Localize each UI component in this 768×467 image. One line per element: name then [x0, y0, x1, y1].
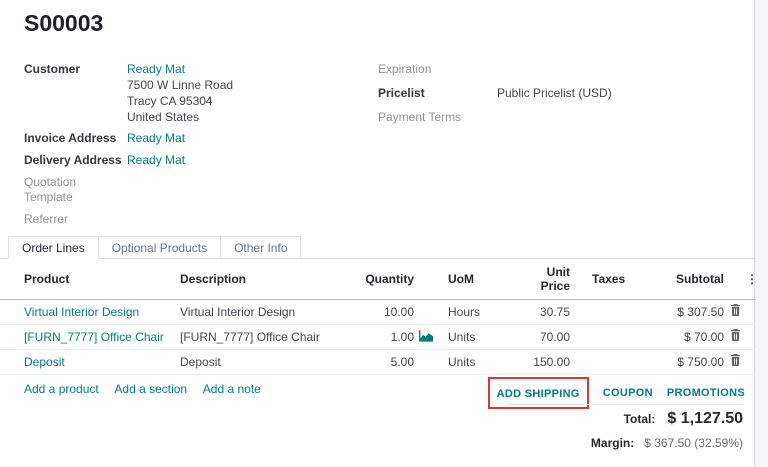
taxes-cell[interactable] [570, 349, 666, 375]
customer-label: Customer [24, 62, 81, 76]
pricelist-label: Pricelist [378, 86, 425, 100]
customer-address-line: United States [127, 110, 200, 124]
subtotal-cell: $ 70.00 [666, 324, 724, 350]
tab-other-info[interactable]: Other Info [220, 236, 302, 258]
add-a-note-link[interactable]: Add a note [202, 382, 261, 396]
add-a-product-link[interactable]: Add a product [24, 382, 99, 396]
optional-columns-icon[interactable]: ⋮ [746, 272, 758, 286]
field-pricelist: Pricelist Public Pricelist (USD) [378, 86, 742, 101]
field-delivery-address: Delivery Address Ready Mat [24, 153, 359, 168]
notebook-tabs: Order Lines Optional Products Other Info [0, 236, 756, 259]
product-cell[interactable]: Deposit [0, 349, 178, 375]
description-cell[interactable]: Deposit [178, 349, 358, 375]
table-row: Deposit Deposit 5.00 Units 150.00 $ 750.… [0, 349, 756, 375]
coupon-button[interactable]: COUPON [602, 387, 653, 399]
unit-price-cell[interactable]: 150.00 [518, 349, 570, 375]
invoice-address-label: Invoice Address [24, 131, 117, 145]
forecast-cell [414, 324, 434, 350]
total-value: $ 1,127.50 [667, 410, 743, 427]
tab-order-lines[interactable]: Order Lines [8, 236, 99, 259]
col-header-uom: UoM [434, 260, 518, 300]
taxes-cell[interactable] [570, 299, 666, 325]
table-row: Virtual Interior Design Virtual Interior… [0, 299, 756, 325]
page-title: S00003 [24, 10, 104, 36]
customer-link[interactable]: Ready Mat [127, 62, 186, 76]
margin-value: $ 367.50 (32.59%) [644, 436, 743, 450]
delivery-address-link[interactable]: Ready Mat [127, 153, 186, 167]
subtotal-cell: $ 750.00 [666, 349, 724, 375]
unit-price-cell[interactable]: 70.00 [518, 324, 570, 350]
add-shipping-highlight: ADD SHIPPING [487, 377, 589, 409]
add-shipping-button[interactable]: ADD SHIPPING [496, 388, 580, 400]
invoice-address-link[interactable]: Ready Mat [127, 131, 186, 145]
total-row: Total: $ 1,127.50 [507, 410, 743, 428]
table-footer-links: Add a product Add a section Add a note [0, 375, 756, 396]
quantity-cell[interactable]: 10.00 [358, 299, 414, 325]
col-header-description: Description [178, 260, 358, 300]
col-header-taxes: Taxes [570, 260, 666, 300]
forecast-cell [414, 299, 434, 325]
pricelist-input[interactable]: Public Pricelist (USD) [497, 86, 612, 100]
quantity-cell[interactable]: 1.00 [358, 324, 414, 350]
col-header-subtotal: Subtotal [666, 260, 724, 300]
delete-row-icon[interactable] [730, 354, 741, 366]
subtotal-cell: $ 307.50 [666, 299, 724, 325]
field-payment-terms: Payment Terms [378, 110, 742, 125]
promotions-button[interactable]: PROMOTIONS [666, 387, 745, 399]
info-left-column: Customer Ready Mat 7500 W Linne Road Tra… [24, 62, 359, 234]
field-invoice-address: Invoice Address Ready Mat [24, 131, 359, 146]
customer-address-line: Tracy CA 95304 [127, 94, 213, 108]
uom-cell[interactable]: Hours [434, 299, 518, 325]
customer-address-line: 7500 W Linne Road [127, 78, 234, 92]
delete-row-icon[interactable] [730, 304, 741, 316]
uom-cell[interactable]: Units [434, 349, 518, 375]
col-header-quantity: Quantity [358, 260, 414, 300]
description-cell[interactable]: Virtual Interior Design [178, 299, 358, 325]
product-cell[interactable]: [FURN_7777] Office Chair [0, 324, 178, 350]
field-referrer: Referrer [24, 212, 359, 227]
col-header-spacer [414, 260, 434, 300]
delete-row-icon[interactable] [730, 329, 741, 341]
referrer-label: Referrer [24, 212, 69, 226]
info-right-column: Expiration Pricelist Public Pricelist (U… [378, 62, 742, 134]
order-actions: ADD SHIPPING COUPON PROMOTIONS [0, 377, 745, 409]
quantity-cell[interactable]: 5.00 [358, 349, 414, 375]
col-header-product: Product [0, 260, 178, 300]
description-cell[interactable]: [FURN_7777] Office Chair [178, 324, 358, 350]
add-a-section-link[interactable]: Add a section [114, 382, 188, 396]
col-header-unit-price: Unit Price [518, 260, 570, 300]
order-lines-table: Product Description Quantity UoM Unit Pr… [0, 260, 758, 396]
payment-terms-label: Payment Terms [378, 110, 462, 124]
table-row: [FURN_7777] Office Chair [FURN_7777] Off… [0, 324, 756, 350]
product-cell[interactable]: Virtual Interior Design [0, 299, 178, 325]
forecast-availability-icon[interactable] [419, 329, 433, 342]
tab-optional-products[interactable]: Optional Products [97, 236, 222, 258]
table-header-row: Product Description Quantity UoM Unit Pr… [0, 260, 758, 300]
field-quotation-template: Quotation Template [24, 175, 359, 205]
taxes-cell[interactable] [570, 324, 666, 350]
unit-price-cell[interactable]: 30.75 [518, 299, 570, 325]
margin-label: Margin: [590, 436, 635, 450]
customer-value: Ready Mat 7500 W Linne Road Tracy CA 953… [127, 62, 233, 125]
field-expiration: Expiration [378, 62, 742, 77]
uom-cell[interactable]: Units [434, 324, 518, 350]
margin-row: Margin: $ 367.50 (32.59%) [507, 436, 743, 450]
expiration-label: Expiration [378, 62, 432, 76]
forecast-cell [414, 349, 434, 375]
delivery-address-label: Delivery Address [24, 153, 122, 167]
quotation-template-label: Quotation Template [24, 175, 77, 204]
field-customer: Customer Ready Mat 7500 W Linne Road Tra… [24, 62, 359, 125]
col-header-trash-spacer [724, 260, 746, 300]
total-label: Total: [623, 412, 656, 426]
totals-section: Total: $ 1,127.50 Margin: $ 367.50 (32.5… [507, 404, 743, 450]
